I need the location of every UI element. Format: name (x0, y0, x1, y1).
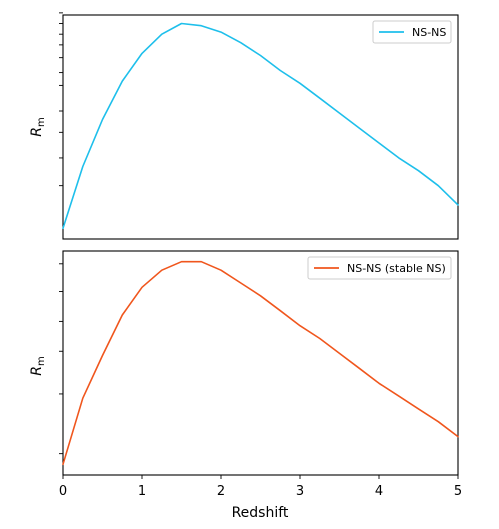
bottom-axes-frame (62, 250, 459, 476)
bottom-x-tick-label-4: 4 (375, 484, 383, 499)
top-y-axis-label: Rm (29, 117, 47, 136)
bottom-x-ticks: 0 1 2 3 4 5 (59, 475, 462, 499)
top-panel: Rm NS-NS (29, 12, 459, 240)
bottom-legend-label: NS-NS (stable NS) (347, 262, 446, 275)
bottom-ylabel-main: R (29, 366, 45, 376)
top-legend-label: NS-NS (412, 26, 446, 39)
top-y-ticks (59, 12, 63, 187)
top-ylabel-sub: m (36, 117, 47, 127)
bottom-series-line (62, 260, 459, 466)
top-legend: NS-NS (372, 20, 452, 44)
top-series-line (62, 22, 459, 230)
bottom-legend-box (307, 256, 452, 280)
top-legend-box (372, 20, 452, 44)
svg-text:Rm: Rm (29, 356, 47, 375)
bottom-x-tick-label-1: 1 (138, 484, 146, 499)
top-ylabel-main: R (29, 127, 45, 137)
bottom-panel: 0 1 2 3 4 5 Rm Redshift NS-NS (stable NS) (29, 250, 462, 521)
bottom-legend: NS-NS (stable NS) (307, 256, 452, 280)
bottom-x-tick-label-2: 2 (217, 484, 225, 499)
svg-text:Rm: Rm (29, 117, 47, 136)
x-axis-label: Redshift (232, 505, 289, 521)
bottom-y-ticks (59, 263, 63, 455)
bottom-y-axis-label: Rm (29, 356, 47, 375)
top-axes-frame (62, 14, 459, 240)
bottom-ylabel-sub: m (36, 356, 47, 366)
bottom-x-tick-label-5: 5 (454, 484, 462, 499)
bottom-x-tick-label-3: 3 (296, 484, 304, 499)
bottom-x-tick-label-0: 0 (59, 484, 67, 499)
